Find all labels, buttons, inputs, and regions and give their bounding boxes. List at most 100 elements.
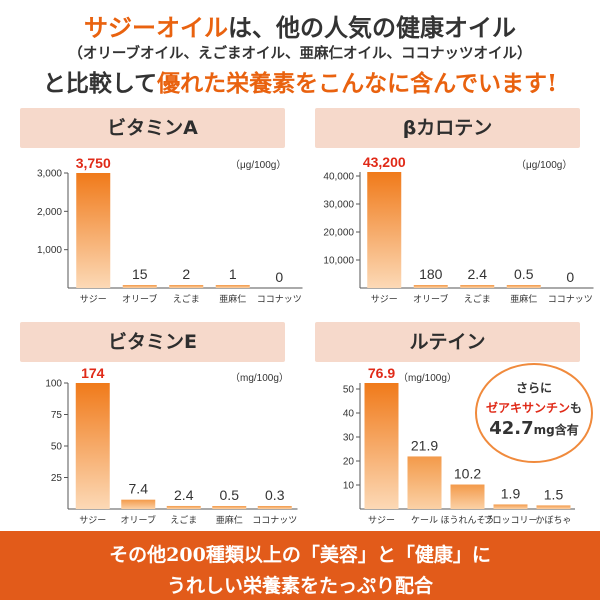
value-label: 76.9: [368, 365, 395, 381]
bar-えごま: [169, 285, 204, 288]
headline-exclamation: !: [547, 70, 558, 97]
headline-line-3-emphasis: 優れた栄養素をこんなに含んでいます: [157, 70, 548, 97]
category-label: オリーブ: [122, 293, 157, 305]
badge-line-2-rest: も: [570, 401, 583, 415]
zeaxanthin-badge: さらに ゼアキサンチンも 42.7mg含有: [475, 363, 593, 463]
category-label: ココナッツ: [257, 294, 302, 305]
value-label: 10.2: [454, 466, 481, 482]
value-label: 0.3: [265, 487, 285, 503]
category-label: ブロッコリー: [483, 514, 537, 526]
category-label: ほうれんそう: [440, 515, 494, 526]
category-label: オリーブ: [121, 514, 156, 526]
category-label: ケール: [411, 515, 438, 526]
value-label: 7.4: [129, 481, 149, 497]
category-label: オリーブ: [413, 293, 448, 305]
value-label: 1.9: [501, 485, 521, 501]
category-label: 亜麻仁: [216, 514, 243, 526]
value-label: 0: [275, 269, 283, 285]
value-label: 180: [419, 266, 443, 282]
bar-サジー: [75, 383, 110, 509]
y-tick-label: 50: [343, 385, 355, 396]
y-tick-label: 100: [45, 379, 62, 390]
headline-line-3-pre: と比較して: [42, 70, 158, 97]
badge-amount: 42.7: [489, 418, 534, 439]
footer-line-2: うれしい栄養素をたっぷり配合: [166, 575, 433, 597]
y-tick-label: 10,000: [323, 256, 354, 267]
category-label: 亜麻仁: [510, 293, 537, 305]
y-tick-label: 40: [343, 409, 355, 420]
value-label: 2.4: [468, 266, 488, 282]
footer-banner: その他200種類以上の「美容」と「健康」に うれしい栄養素をたっぷり配合: [0, 531, 600, 600]
value-label: 2: [182, 266, 190, 282]
panel-title-vitamin-e: ビタミンE: [20, 322, 285, 362]
headline-line-3: と比較して優れた栄養素をこんなに含んでいます!: [0, 64, 600, 98]
bar-オリーブ: [413, 285, 448, 288]
badge-line-2: ゼアキサンチンも: [477, 399, 591, 416]
y-tick-label: 1,000: [37, 245, 62, 256]
headline-line-1: サジーオイルは、他の人気の健康オイル: [0, 8, 600, 43]
unit-label: （mg/100g）: [398, 372, 457, 384]
value-label: 0.5: [514, 266, 534, 282]
y-tick-label: 40,000: [323, 172, 354, 183]
badge-line-1: さらに: [515, 381, 552, 395]
chart-vitamin-e: 25 50 75 100 （mg/100g） 174 サジー 7.4 オリーブ 2.4 えごま 0.5…: [45, 365, 298, 526]
value-label: 174: [81, 365, 105, 381]
panel-title-lutein: ルテイン: [315, 322, 580, 362]
category-label: えごま: [173, 293, 200, 305]
badge-unit: mg含有: [533, 423, 579, 437]
badge-nutrient-name: ゼアキサンチン: [485, 401, 570, 415]
value-label: 43,200: [363, 154, 406, 170]
bar-サジー: [367, 172, 402, 288]
category-label: サジー: [371, 294, 398, 305]
panel-title-beta-carotene: βカロテン: [315, 108, 580, 148]
category-label: かぼちゃ: [535, 515, 571, 526]
bar-亜麻仁: [215, 285, 250, 288]
bar-オリーブ: [122, 285, 157, 288]
value-label: 2.4: [174, 487, 194, 503]
y-tick-label: 3,000: [37, 169, 62, 180]
y-tick-label: 20,000: [323, 228, 354, 239]
bar-えごま: [166, 505, 201, 509]
bar-オリーブ: [121, 499, 156, 509]
category-label: ココナッツ: [548, 294, 593, 305]
bar-ケール: [407, 456, 442, 509]
footer-line-1: その他200種類以上の「美容」と「健康」に: [109, 544, 491, 566]
value-label: 15: [132, 266, 148, 282]
category-label: ココナッツ: [252, 515, 297, 526]
chart-lutein: 10 20 30 40 50 （mg/100g）76.9 サジー 21.9 ケール 10.2 ほうれ…: [343, 365, 575, 526]
headline-line-2: （オリーブオイル、えごまオイル、亜麻仁オイル、ココナッツオイル）: [68, 45, 532, 62]
chart-beta-carotene: 10,000 20,000 30,000 40,000 （μg/100g） 43,200 サ…: [323, 154, 594, 305]
value-label: 1: [229, 266, 237, 282]
y-tick-label: 20: [343, 457, 355, 468]
bar-えごま: [460, 285, 495, 288]
unit-label: （μg/100g）: [230, 159, 286, 171]
bar-ココナッツ: [257, 506, 292, 509]
y-tick-label: 2,000: [37, 207, 62, 218]
unit-label: （μg/100g）: [516, 159, 572, 171]
bar-亜麻仁: [212, 506, 247, 509]
panel-title-vitamin-a: ビタミンA: [20, 108, 285, 148]
bar-ブロッコリー: [493, 504, 528, 509]
bar-ほうれんそう: [450, 484, 485, 509]
charts-canvas: 1,000 2,000 3,000 （μg/100g） 3,750 サジー 15 オリーブ 2 え…: [37, 154, 594, 526]
bar-亜麻仁: [506, 285, 541, 288]
bar-サジー: [76, 173, 111, 288]
category-label: 亜麻仁: [219, 293, 246, 305]
value-label: 21.9: [411, 437, 438, 453]
y-tick-label: 75: [51, 410, 63, 421]
value-label: 3,750: [76, 155, 111, 171]
y-tick-label: 50: [51, 442, 63, 453]
unit-label: （mg/100g）: [230, 372, 289, 384]
category-label: えごま: [170, 514, 197, 526]
bar-かぼちゃ: [536, 505, 571, 509]
bar-サジー: [364, 383, 399, 509]
category-label: サジー: [80, 294, 107, 305]
category-label: サジー: [368, 515, 395, 526]
value-label: 0: [566, 269, 574, 285]
y-tick-label: 30: [343, 433, 355, 444]
value-label: 0.5: [220, 487, 240, 503]
chart-vitamin-a: 1,000 2,000 3,000 （μg/100g） 3,750 サジー 15 オリーブ 2 え…: [37, 155, 303, 305]
category-label: サジー: [79, 515, 106, 526]
y-tick-label: 30,000: [323, 200, 354, 211]
headline-line-1-rest: は、他の人気の健康オイル: [228, 13, 516, 42]
